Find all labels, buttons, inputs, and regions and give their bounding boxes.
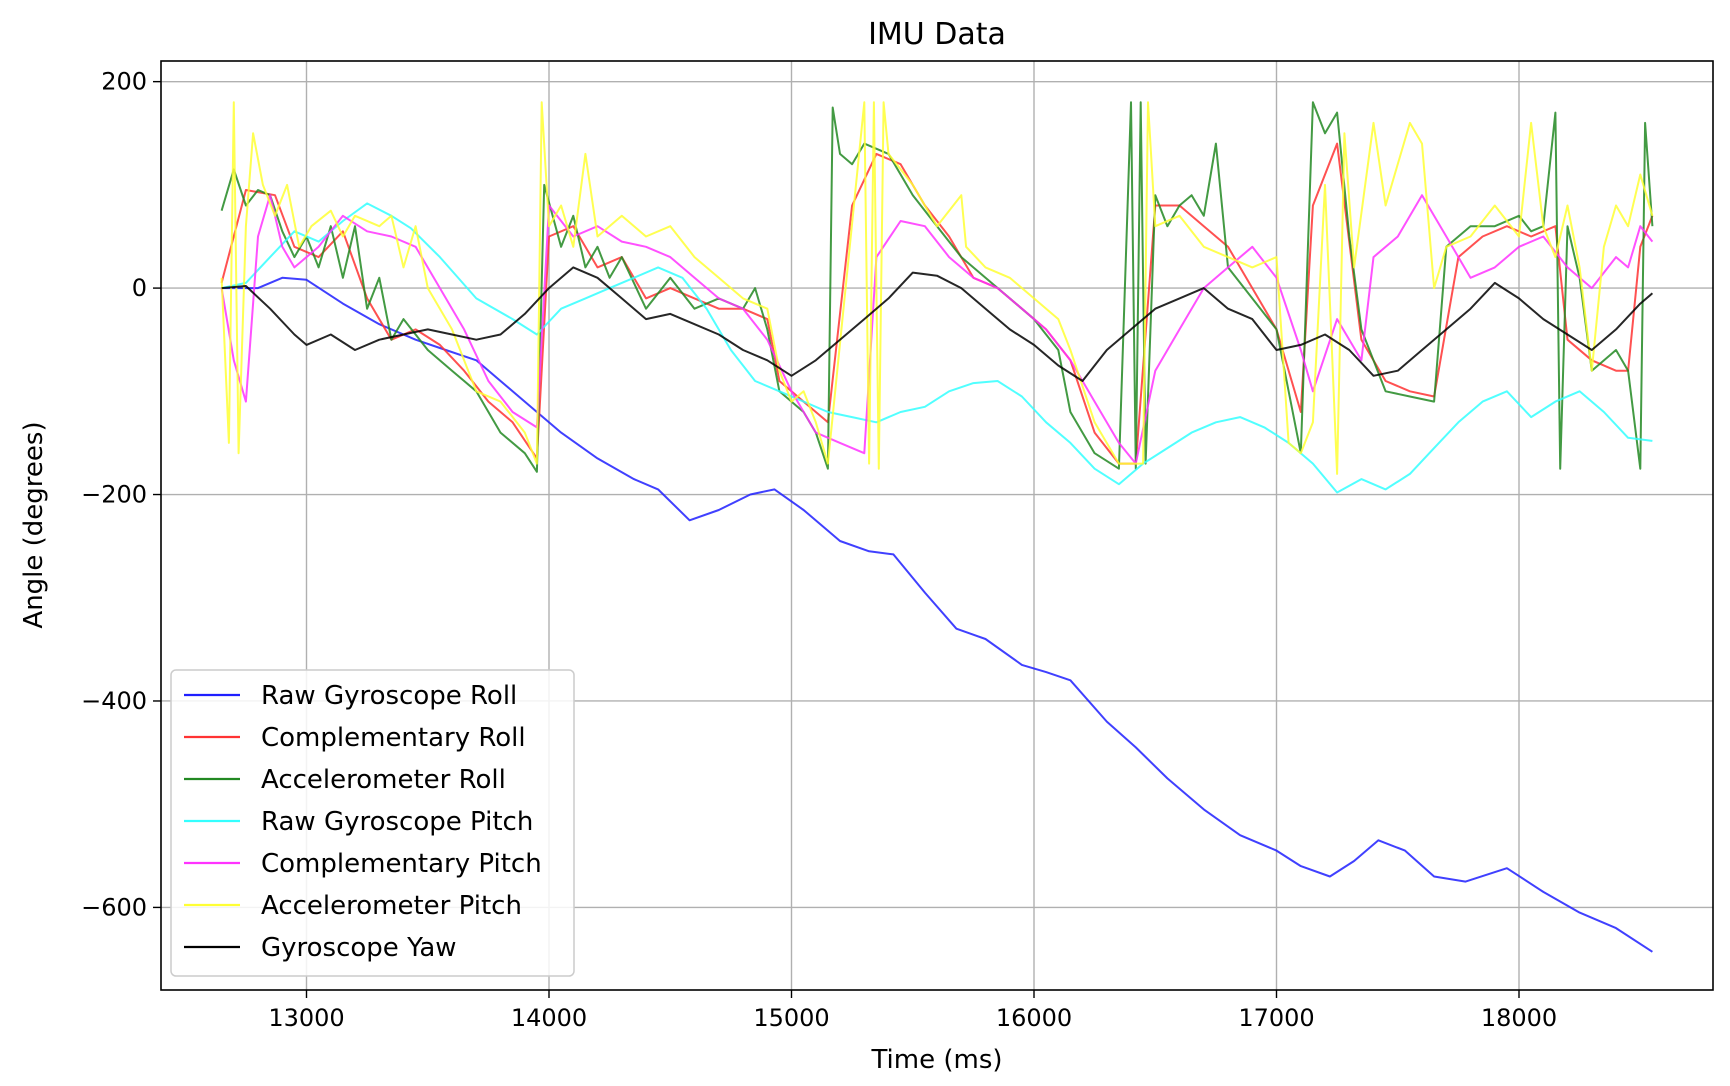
series-line-raw-gyroscope-pitch [221,202,1653,494]
plot-area-frame [160,60,1714,991]
legend-entry-label: Accelerometer Pitch [261,891,522,921]
legend-entry-label: Raw Gyroscope Roll [261,681,517,711]
axis-ticks: 13000 14000 15000 16000 17000 18000 200 0 −200 −4… [81,68,1557,1032]
y-tick-label: −600 [81,893,147,921]
y-axis-label: Angle (degrees) [19,421,49,628]
y-tick-label: 0 [132,274,147,302]
legend-entry-label: Accelerometer Roll [261,765,506,795]
series-line-complementary-pitch [220,194,1654,465]
x-tick-label: 13000 [268,1004,344,1032]
y-tick-label: −400 [81,687,147,715]
x-tick-label: 17000 [1238,1004,1314,1032]
series-lines [220,101,1654,953]
y-tick-label: 200 [101,68,147,96]
y-tick-label: −200 [81,481,147,509]
grid [161,61,1713,990]
series-line-accelerometer-pitch [220,101,1654,475]
x-tick-label: 14000 [511,1004,587,1032]
chart-title: IMU Data [868,17,1006,52]
legend-entry-label: Complementary Pitch [261,849,542,879]
legend-entry-label: Raw Gyroscope Pitch [261,807,533,837]
series-line-raw-gyroscope-roll [221,276,1653,953]
x-tick-label: 16000 [996,1004,1072,1032]
x-tick-label: 18000 [1481,1004,1557,1032]
series-line-gyroscope-yaw [221,266,1654,382]
legend-entry-label: Complementary Roll [261,723,526,753]
legend: Raw Gyroscope Roll Complementary Roll Acce… [170,669,575,977]
legend-entry-label: Gyroscope Yaw [261,933,457,963]
x-tick-label: 15000 [753,1004,829,1032]
x-axis-label: Time (ms) [870,1045,1002,1075]
legend-box [170,669,575,977]
